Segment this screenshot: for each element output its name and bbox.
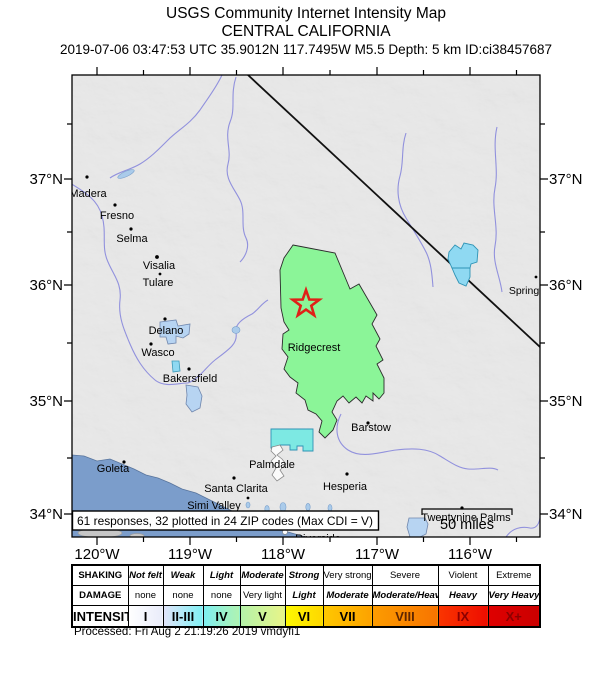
legend-damage-cell: Heavy xyxy=(437,585,489,606)
lon-label-117w: 117°W xyxy=(355,546,400,563)
event-info-line: 2019-07-06 03:47:53 UTC 35.9012N 117.749… xyxy=(59,42,553,57)
legend-row-shaking: SHAKING Not felt Weak Light Moderate Str… xyxy=(71,564,541,586)
legend-intensity-cell-vi: VI xyxy=(284,605,324,628)
legend-row-intensity: INTENSITY I II-III IV V VI VII VIII IX X… xyxy=(71,605,541,628)
lat-label-35n-right: 35°N xyxy=(549,393,583,410)
legend-header-intensity: INTENSITY xyxy=(71,605,129,628)
city-labels: Madera Fresno Selma Visalia Tulare Delan… xyxy=(69,188,540,545)
scale-label: 50 miles xyxy=(440,517,494,533)
legend-shaking-cell: Weak xyxy=(162,564,204,586)
legend-damage-cell: none xyxy=(162,585,204,606)
legend-shaking-cell: Strong xyxy=(284,564,324,586)
legend-intensity-cell-i: I xyxy=(127,605,164,628)
map-frame xyxy=(71,74,541,538)
city-label-simi-valley: Simi Valley xyxy=(187,500,241,512)
intensity-region-iv-northeast-upper xyxy=(447,242,479,269)
city-label-ridgecrest: Ridgecrest xyxy=(288,342,341,354)
legend-intensity-cell-x: X+ xyxy=(487,605,541,628)
city-dots xyxy=(85,175,538,510)
status-box: 61 responses, 32 plotted in 24 ZIP codes… xyxy=(72,510,380,531)
lat-label-37n-right: 37°N xyxy=(549,171,583,188)
legend-shaking-cell: Light xyxy=(202,564,241,586)
lat-label-34n-left: 34°N xyxy=(29,506,63,523)
lat-label-36n-left: 36°N xyxy=(29,277,63,294)
lon-label-116w: 116°W xyxy=(448,546,493,563)
city-label-santa-clarita: Santa Clarita xyxy=(204,483,268,495)
legend-intensity-cell-iv: IV xyxy=(202,605,241,628)
lat-label-34n-right: 34°N xyxy=(549,506,583,523)
legend-damage-cell: Moderate xyxy=(322,585,373,606)
legend-intensity-cell-ix: IX xyxy=(437,605,489,628)
axis-ticks xyxy=(64,67,548,545)
legend-damage-cell: Very Heavy xyxy=(487,585,541,606)
channel-island-small xyxy=(129,533,145,537)
lat-label-36n-right: 36°N xyxy=(549,277,583,294)
legend-shaking-cell: Severe xyxy=(371,564,439,586)
city-label-bakersfield: Bakersfield xyxy=(163,373,217,385)
city-label-selma: Selma xyxy=(116,233,148,245)
legend-header-shaking: SHAKING xyxy=(71,564,129,586)
intensity-region-i-palmdale xyxy=(270,444,287,482)
city-label-madera: Madera xyxy=(69,188,107,200)
legend-shaking-cell: Violent xyxy=(437,564,489,586)
legend-shaking-cell: Moderate xyxy=(239,564,286,586)
legend-shaking-cell: Not felt xyxy=(127,564,164,586)
epicenter-star-icon xyxy=(288,286,324,319)
lat-label-35n-left: 35°N xyxy=(29,393,63,410)
city-label-fresno: Fresno xyxy=(100,210,134,222)
legend-intensity-cell-ii-iii: II-III xyxy=(162,605,204,628)
city-label-twentynine-palms: Twentynine Palms xyxy=(421,512,511,524)
intensity-region-ii-iii-bakersfield xyxy=(185,384,203,413)
river-lines xyxy=(72,75,540,537)
legend-intensity-cell-vii: VII xyxy=(322,605,373,628)
city-label-palmdale: Palmdale xyxy=(249,459,295,471)
city-label-visalia: Visalia xyxy=(143,260,176,272)
processed-timestamp: Processed: Fri Aug 2 21:19:26 2019 vmdyf… xyxy=(74,626,301,638)
city-label-tulare: Tulare xyxy=(143,277,174,289)
city-label-goleta: Goleta xyxy=(97,463,130,475)
page-title: USGS Community Internet Intensity Map xyxy=(166,5,446,22)
city-label-riverside: Riverside xyxy=(295,533,341,545)
state-border-line xyxy=(247,75,540,348)
legend-damage-cell: Moderate/Heavy xyxy=(371,585,439,606)
legend-damage-cell: none xyxy=(202,585,241,606)
legend-damage-cell: none xyxy=(127,585,164,606)
city-label-wasco: Wasco xyxy=(141,347,174,359)
city-label-barstow: Barstow xyxy=(351,422,391,434)
legend-shaking-cell: Extreme xyxy=(487,564,541,586)
axis-labels: 37°N 36°N 35°N 34°N 37°N 36°N 35°N 34°N … xyxy=(29,171,582,563)
legend-intensity-cell-viii: VIII xyxy=(371,605,439,628)
scale-bar: 50 miles xyxy=(421,508,513,533)
region-subtitle: CENTRAL CALIFORNIA xyxy=(221,23,391,40)
intensity-region-ii-iii-twentynine-palms xyxy=(406,517,429,537)
lat-label-37n-left: 37°N xyxy=(29,171,63,188)
legend-damage-cell: Very light xyxy=(239,585,286,606)
city-label-spring: Spring xyxy=(509,285,540,297)
legend-shaking-cell: Very strong xyxy=(322,564,373,586)
lon-label-120w: 120°W xyxy=(74,546,120,563)
legend-header-damage: DAMAGE xyxy=(71,585,129,606)
intensity-legend-table: SHAKING Not felt Weak Light Moderate Str… xyxy=(71,564,541,628)
lon-label-119w: 119°W xyxy=(168,546,213,563)
legend-damage-cell: Light xyxy=(284,585,324,606)
intensity-region-iv-northeast-lower xyxy=(451,267,471,287)
intensity-region-ii-iii-delano xyxy=(159,319,191,345)
city-label-hesperia: Hesperia xyxy=(323,481,368,493)
legend-row-damage: DAMAGE none none none Very light Light M… xyxy=(71,585,541,606)
intensity-region-iv-small xyxy=(171,360,181,373)
lakes xyxy=(117,169,333,513)
lon-label-118w: 118°W xyxy=(261,546,306,563)
city-label-delano: Delano xyxy=(149,325,184,337)
status-text: 61 responses, 32 plotted in 24 ZIP codes… xyxy=(77,514,373,528)
legend-intensity-cell-v: V xyxy=(239,605,286,628)
